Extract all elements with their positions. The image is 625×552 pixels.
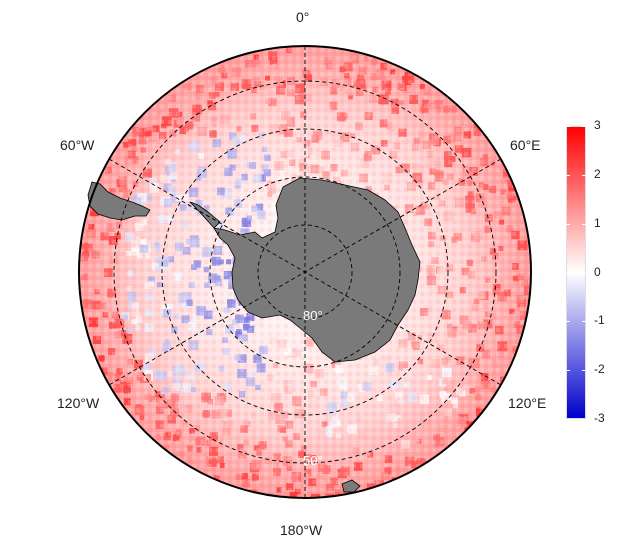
colorbar-tickmark	[566, 126, 570, 127]
antarctica-landmass	[213, 177, 421, 363]
new-zealand-landmass	[341, 479, 361, 493]
colorbar-tick-label: -3	[594, 411, 605, 425]
colorbar-tickmark	[566, 370, 570, 372]
lon-label-120w: 120°W	[57, 395, 100, 411]
colorbar-tick-label: 1	[594, 215, 601, 230]
colorbar-tickmark	[582, 419, 586, 420]
latitude-label-inner: 80°	[303, 308, 323, 323]
lon-label-180w: 180°W	[280, 522, 323, 538]
lon-label-120e: 120°E	[508, 395, 547, 411]
anomaly-field	[79, 46, 531, 498]
south-america-landmass	[87, 181, 151, 221]
colorbar-tick-label: 3	[594, 118, 601, 132]
latitude-label-outer: 50°	[303, 453, 323, 468]
lon-label-60e: 60°E	[510, 137, 541, 153]
colorbar-tickmark	[582, 174, 586, 176]
lon-label-0: 0°	[296, 9, 310, 25]
antarctic-peninsula	[189, 201, 221, 229]
colorbar-tickmark	[582, 126, 586, 127]
map-border	[78, 45, 532, 499]
anomaly-cell	[317, 497, 326, 498]
colorbar-tick-label: -2	[594, 362, 605, 377]
colorbar-tickmark	[582, 223, 586, 225]
colorbar-tickmark	[582, 321, 586, 323]
colorbar-tickmark	[566, 174, 570, 176]
colorbar-tickmark	[566, 419, 570, 420]
colorbar-tickmark	[566, 272, 570, 274]
colorbar-tick-label: -1	[594, 313, 605, 328]
colorbar-tickmark	[566, 223, 570, 225]
colorbar-tick-label: 2	[594, 166, 601, 181]
colorbar-tickmark	[566, 321, 570, 323]
graticule	[108, 46, 502, 498]
lon-label-60w: 60°W	[60, 137, 95, 153]
colorbar-tick-label: 0	[594, 264, 601, 279]
colorbar-tickmark	[582, 272, 586, 274]
colorbar-tickmark	[582, 370, 586, 372]
